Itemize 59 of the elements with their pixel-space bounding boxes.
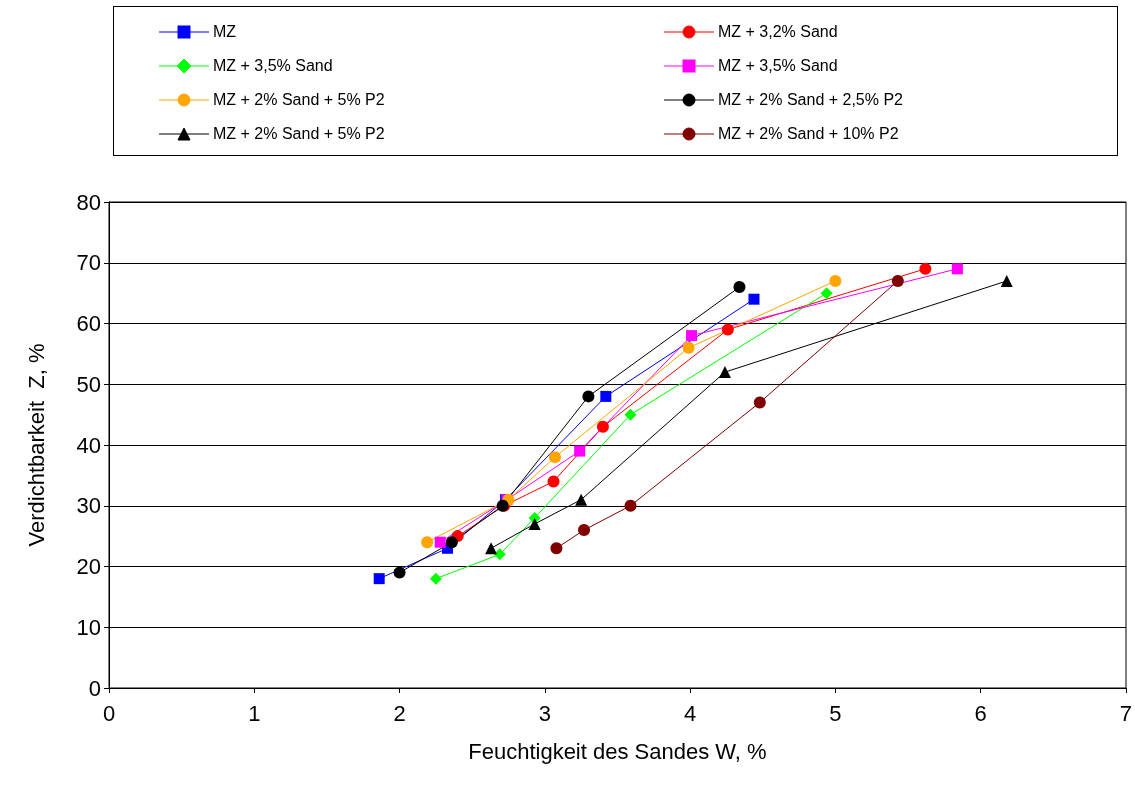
y-tick-label: 20 <box>76 554 101 579</box>
x-tick-label: 6 <box>974 700 987 726</box>
y-tick-label: 30 <box>76 493 101 519</box>
y-tick-label: 0 <box>88 675 101 701</box>
point <box>445 536 458 549</box>
point <box>421 536 434 549</box>
point <box>574 445 586 457</box>
point <box>829 274 842 287</box>
legend-label: MZ + 3,5% Sand <box>718 57 838 75</box>
point <box>582 390 595 403</box>
x-tick-label: 1 <box>248 700 261 726</box>
legend-label: MZ + 2% Sand + 5% P2 <box>213 125 385 143</box>
point <box>686 330 698 342</box>
legend-label: MZ + 2% Sand + 10% P2 <box>718 125 899 143</box>
y-axis-title: Verdichtbarkeit Z, % <box>23 343 49 547</box>
legend-label: MZ + 3,2% Sand <box>718 23 838 41</box>
point <box>753 396 766 409</box>
point <box>575 493 588 506</box>
point <box>429 572 442 585</box>
point <box>721 323 734 336</box>
legend-label: MZ + 3,5% Sand <box>213 57 333 75</box>
legend-label: MZ <box>213 23 237 41</box>
y-tick-label: 40 <box>76 432 101 458</box>
point <box>748 293 760 305</box>
point <box>951 263 963 275</box>
point <box>596 420 609 433</box>
point <box>682 341 695 354</box>
point <box>434 536 446 548</box>
x-tick-label: 7 <box>1119 700 1133 726</box>
point <box>919 262 932 275</box>
y-tick-label: 50 <box>76 371 101 397</box>
legend-label: MZ + 2% Sand + 5% P2 <box>213 91 385 109</box>
point <box>733 281 746 294</box>
point <box>718 366 731 379</box>
y-tick-label: 60 <box>76 311 101 336</box>
point <box>393 566 406 579</box>
point <box>820 287 833 300</box>
y-tick-label: 80 <box>76 189 101 215</box>
point <box>550 542 563 555</box>
point <box>548 451 561 464</box>
point <box>547 475 560 488</box>
point <box>624 408 637 421</box>
point <box>600 390 612 402</box>
point <box>891 274 904 287</box>
point <box>493 548 506 561</box>
x-tick-label: 2 <box>393 700 406 726</box>
point <box>578 524 591 537</box>
x-tick-label: 4 <box>683 700 697 726</box>
y-tick-label: 10 <box>76 614 101 640</box>
point <box>373 573 385 585</box>
point <box>528 517 541 530</box>
point <box>485 542 498 555</box>
point <box>624 499 637 512</box>
legend-label: MZ + 2% Sand + 2,5% P2 <box>718 91 903 109</box>
y-tick-label: 70 <box>76 250 101 276</box>
x-axis-title: Feuchtigkeit des Sandes W, % <box>468 738 767 764</box>
x-tick-label: 5 <box>829 700 842 726</box>
x-tick-label: 3 <box>538 700 551 726</box>
point <box>1000 274 1013 287</box>
